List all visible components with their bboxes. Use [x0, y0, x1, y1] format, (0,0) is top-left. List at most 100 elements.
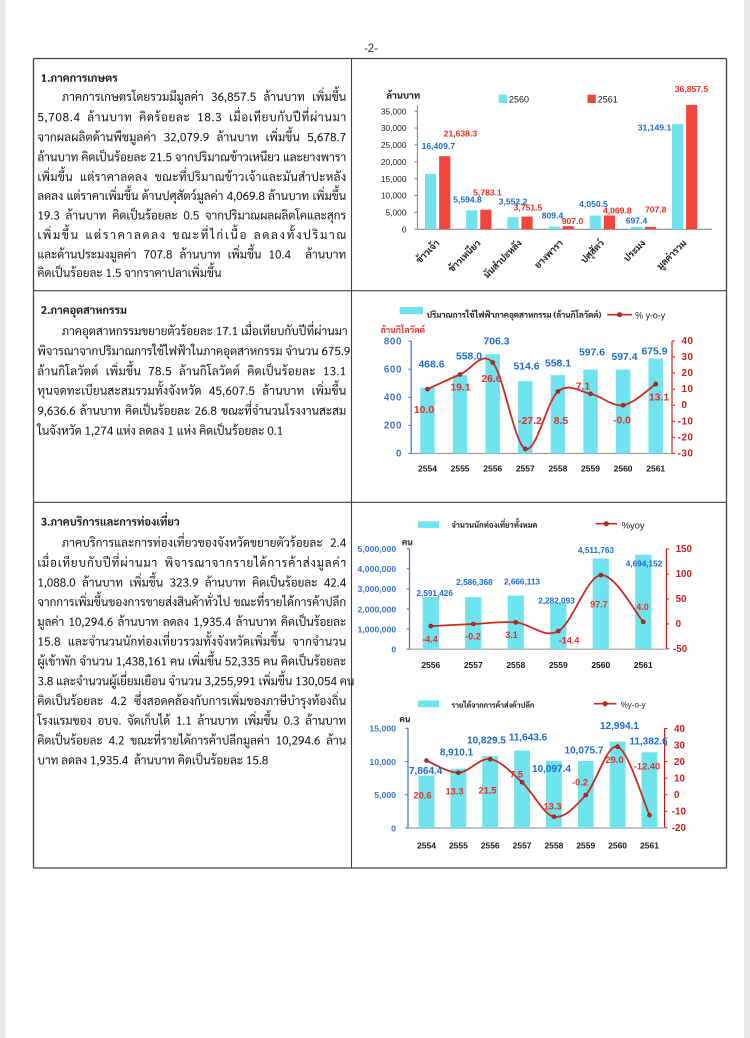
svg-text:707.8: 707.8 — [645, 205, 667, 215]
svg-text:12,994.1: 12,994.1 — [600, 721, 639, 732]
svg-text:-12.40: -12.40 — [634, 762, 660, 772]
svg-text:-20: -20 — [678, 432, 694, 443]
svg-text:558.0: 558.0 — [456, 352, 482, 363]
svg-text:2559: 2559 — [576, 841, 595, 851]
svg-text:2560: 2560 — [591, 660, 610, 670]
svg-text:2557: 2557 — [464, 660, 483, 670]
svg-text:% y-o-y: % y-o-y — [635, 310, 665, 320]
svg-text:2554: 2554 — [417, 841, 436, 851]
svg-text:26.6: 26.6 — [481, 374, 501, 385]
svg-text:809.4: 809.4 — [542, 211, 564, 221]
svg-text:597.6: 597.6 — [579, 348, 605, 359]
svg-text:10: 10 — [674, 774, 685, 785]
svg-text:5,783.1: 5,783.1 — [473, 187, 502, 197]
svg-text:2556: 2556 — [421, 660, 440, 670]
svg-text:10,000: 10,000 — [369, 757, 396, 767]
svg-text:7.1: 7.1 — [576, 382, 591, 393]
svg-text:21,638.3: 21,638.3 — [444, 129, 478, 139]
svg-text:3,000,000: 3,000,000 — [358, 584, 397, 594]
svg-text:2556: 2556 — [481, 841, 500, 851]
svg-text:-2-: -2- — [364, 43, 378, 55]
svg-text:0: 0 — [396, 449, 402, 460]
svg-text:4,069.8: 4,069.8 — [603, 206, 632, 216]
svg-text:10.0: 10.0 — [414, 405, 434, 416]
svg-text:30: 30 — [682, 352, 694, 363]
svg-text:0: 0 — [402, 224, 407, 234]
svg-text:4,694,152: 4,694,152 — [626, 560, 663, 569]
svg-text:40: 40 — [682, 336, 694, 347]
svg-text:400: 400 — [384, 393, 402, 404]
svg-text:468.6: 468.6 — [418, 360, 444, 371]
svg-text:3.1: 3.1 — [505, 630, 518, 640]
svg-text:2559: 2559 — [581, 463, 600, 473]
svg-text:2561: 2561 — [646, 463, 665, 473]
svg-text:5,000: 5,000 — [386, 208, 407, 218]
svg-text:3,552.2: 3,552.2 — [499, 196, 528, 206]
svg-text:4,511,763: 4,511,763 — [578, 546, 614, 555]
svg-text:2,591,426: 2,591,426 — [416, 589, 453, 598]
svg-text:-0.2: -0.2 — [465, 632, 481, 642]
svg-text:-13.3: -13.3 — [540, 802, 561, 812]
svg-text:2557: 2557 — [516, 463, 535, 473]
svg-text:36,857.5: 36,857.5 — [675, 84, 709, 94]
svg-text:-30: -30 — [678, 448, 694, 459]
svg-text:2558: 2558 — [544, 841, 563, 851]
svg-text:0: 0 — [391, 645, 396, 655]
svg-text:-0.2: -0.2 — [572, 778, 588, 788]
svg-text:514.6: 514.6 — [513, 362, 539, 373]
svg-text:4,050.5: 4,050.5 — [579, 199, 608, 209]
svg-text:2,282,093: 2,282,093 — [538, 597, 575, 606]
svg-text:-50: -50 — [673, 644, 688, 655]
svg-text:10,000: 10,000 — [381, 191, 407, 201]
svg-text:10: 10 — [682, 384, 694, 395]
svg-text:15,000: 15,000 — [381, 174, 407, 184]
svg-text:2561: 2561 — [634, 660, 653, 670]
svg-text:2560: 2560 — [509, 95, 529, 105]
svg-text:10,075.7: 10,075.7 — [565, 746, 604, 757]
svg-text:800: 800 — [384, 336, 402, 347]
svg-text:2555: 2555 — [449, 841, 468, 851]
svg-text:11,643.6: 11,643.6 — [509, 733, 548, 744]
svg-text:0: 0 — [676, 619, 682, 630]
svg-text:15,000: 15,000 — [369, 724, 396, 734]
svg-text:2559: 2559 — [549, 660, 568, 670]
svg-text:97.7: 97.7 — [590, 600, 608, 610]
svg-text:19.1: 19.1 — [450, 382, 470, 393]
svg-text:-0.0: -0.0 — [613, 416, 631, 427]
svg-text:7.5: 7.5 — [510, 770, 523, 780]
svg-text:10,097.4: 10,097.4 — [532, 764, 571, 775]
svg-text:0: 0 — [674, 790, 680, 801]
svg-text:-10: -10 — [672, 807, 687, 818]
svg-text:8.5: 8.5 — [554, 416, 569, 427]
svg-text:-20: -20 — [672, 823, 687, 834]
svg-text:2561: 2561 — [598, 95, 618, 105]
svg-text:31,149.1: 31,149.1 — [638, 123, 672, 133]
svg-text:%y-o-y: %y-o-y — [621, 701, 646, 710]
svg-text:150: 150 — [676, 544, 693, 555]
svg-text:2,666,113: 2,666,113 — [504, 578, 540, 587]
svg-text:4.0: 4.0 — [636, 602, 649, 612]
svg-text:100: 100 — [676, 569, 693, 580]
svg-text:21.5: 21.5 — [478, 786, 496, 796]
svg-text:597.4: 597.4 — [611, 352, 637, 363]
svg-text:13.3: 13.3 — [445, 787, 463, 797]
svg-text:5,000,000: 5,000,000 — [358, 544, 397, 554]
svg-text:13.1: 13.1 — [649, 393, 669, 404]
svg-text:2560: 2560 — [608, 841, 627, 851]
svg-text:20.6: 20.6 — [413, 790, 431, 800]
svg-text:25,000: 25,000 — [381, 140, 407, 150]
svg-text:2561: 2561 — [640, 841, 659, 851]
svg-text:7,864.4: 7,864.4 — [409, 766, 443, 777]
svg-text:%yoy: %yoy — [622, 519, 645, 530]
svg-text:30: 30 — [674, 740, 685, 751]
svg-text:11,382.6: 11,382.6 — [629, 737, 668, 748]
svg-text:0: 0 — [682, 400, 688, 411]
svg-text:1,000,000: 1,000,000 — [358, 624, 397, 634]
svg-text:16,409.7: 16,409.7 — [422, 141, 456, 151]
svg-text:4,000,000: 4,000,000 — [358, 564, 397, 574]
svg-text:20,000: 20,000 — [381, 157, 407, 167]
svg-text:675.9: 675.9 — [641, 347, 667, 358]
svg-text:20: 20 — [674, 757, 685, 768]
svg-text:2558: 2558 — [548, 463, 567, 473]
svg-text:5,000: 5,000 — [374, 790, 396, 800]
